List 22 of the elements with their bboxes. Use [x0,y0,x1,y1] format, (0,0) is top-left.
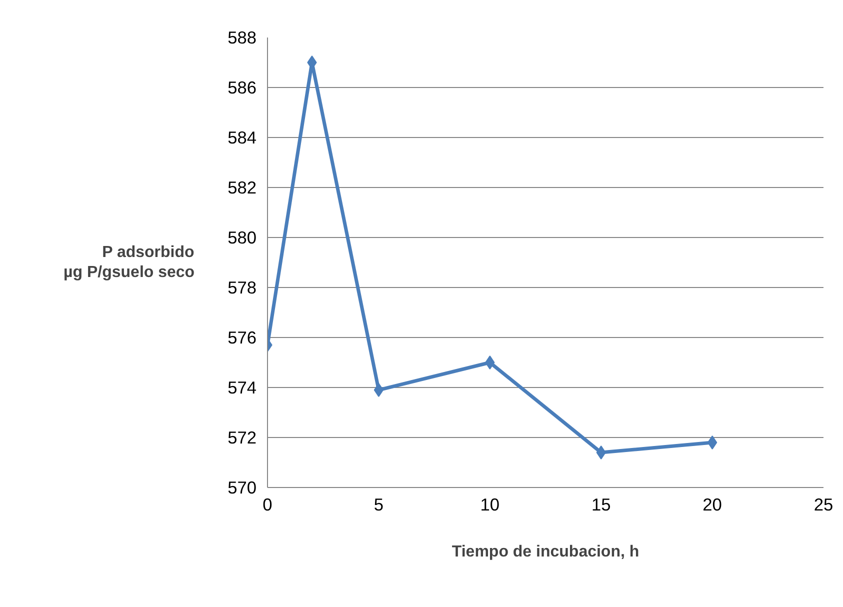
x-tick-label: 15 [591,494,611,514]
y-tick-label: 584 [228,128,257,148]
point [707,436,718,450]
point [485,356,495,370]
x-tick-label: 10 [480,494,500,514]
x-axis-title: Tiempo de incubacion, h [452,544,640,560]
y-tick-label: 578 [228,278,257,298]
x-tick-label: 25 [814,494,834,514]
y-tick-label: 580 [228,228,257,248]
y-tick-label: 582 [228,178,257,198]
y-tick-label: 574 [228,378,257,398]
y-tick-label: 572 [228,428,257,448]
y-tick-label: 588 [228,28,257,48]
y-tick-label: 586 [228,78,257,98]
y-axis-title: P adsorbido µg P/gsuelo seco [64,244,195,282]
x-tick-label: 0 [262,494,272,514]
x-tick-label: 20 [702,494,722,514]
point [596,446,606,460]
y-tick-label: 570 [228,478,257,498]
x-tick-label: 5 [374,494,384,514]
point [374,383,384,397]
y-tick-label: 576 [228,328,257,348]
